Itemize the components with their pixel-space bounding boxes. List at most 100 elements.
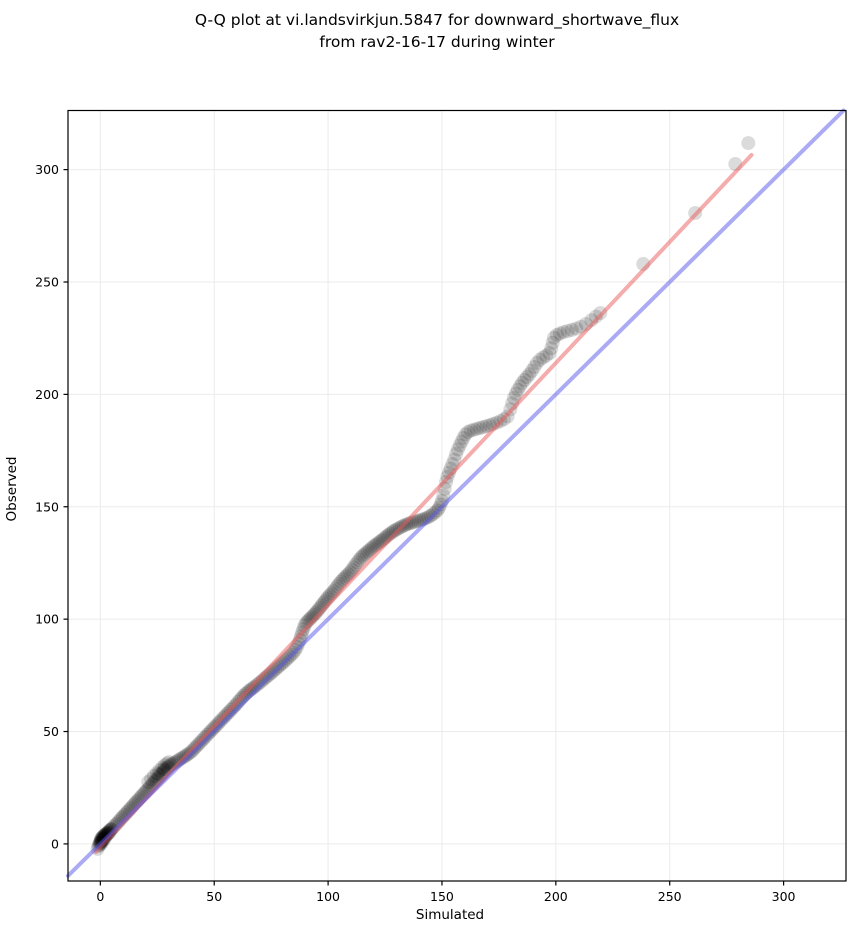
scatter-point: [388, 522, 403, 537]
axis-tick-labels: 0 50 100 150 200 250 300 0 50 100 150 200 250 300: [35, 162, 795, 904]
scatter-point: [361, 544, 376, 558]
scatter-point: [350, 555, 365, 570]
scatter-point: [588, 309, 603, 324]
scatter-point: [353, 550, 368, 565]
scatter-point: [433, 497, 448, 512]
scatter-point: [522, 367, 537, 382]
scatter-point: [542, 346, 557, 361]
scatter-point: [544, 341, 559, 356]
scatter-point: [512, 379, 527, 394]
scatter-point: [146, 769, 161, 783]
scatter-point: [458, 427, 473, 442]
scatter-point: [156, 762, 171, 777]
scatter-point: [569, 321, 584, 336]
scatter-point: [346, 560, 361, 575]
scatter-point: [409, 514, 424, 529]
scatter-point: [144, 772, 159, 787]
scatter-point: [352, 552, 367, 567]
scatter-point: [560, 324, 575, 338]
scatter-point: [149, 766, 164, 781]
scatter-point: [489, 415, 504, 430]
scatter-point: [364, 540, 379, 555]
scatter-point: [357, 547, 372, 562]
scatter-points: [90, 136, 756, 856]
scatter-point: [155, 760, 170, 775]
scatter-point: [421, 510, 436, 525]
scatter-point: [355, 548, 370, 563]
scatter-point: [157, 758, 172, 773]
scatter-point: [476, 420, 491, 434]
scatter-point: [536, 350, 551, 365]
plot-border: [67, 109, 847, 882]
scatter-point: [442, 465, 456, 480]
y-tick-label: 200: [35, 387, 59, 402]
scatter-point: [539, 348, 554, 363]
scatter-point: [366, 539, 381, 554]
scatter-point: [479, 419, 494, 434]
scatter-point: [436, 488, 451, 503]
scatter-point: [519, 370, 534, 385]
chart-title-line1: Q-Q plot at vi.landsvirkjun.5847 for dow…: [195, 11, 679, 30]
y-tick-label: 150: [35, 499, 59, 514]
y-tick-label: 250: [35, 274, 59, 289]
gridlines: [68, 110, 846, 881]
chart-title-line2: from rav2-16-17 during winter: [319, 33, 555, 51]
scatter-point: [348, 557, 363, 572]
scatter-point: [527, 360, 542, 374]
x-tick-label: 100: [316, 889, 340, 904]
scatter-point: [552, 326, 567, 341]
x-tick-label: 250: [658, 889, 682, 904]
scatter-point: [508, 386, 523, 401]
x-tick-label: 300: [772, 889, 796, 904]
fit-line: [93, 153, 754, 854]
scatter-point: [152, 763, 167, 778]
scatter-point: [564, 322, 579, 337]
x-axis-label: Simulated: [416, 907, 484, 923]
scatter-point: [363, 542, 377, 557]
scatter-point: [141, 775, 156, 790]
scatter-point: [466, 422, 481, 437]
scatter-point: [545, 335, 560, 350]
scatter-point: [524, 363, 539, 378]
scatter-point: [359, 545, 374, 560]
scatter-point: [450, 442, 465, 457]
scatter-point: [470, 421, 484, 436]
x-tick-label: 0: [96, 889, 104, 904]
scatter-point: [447, 452, 462, 467]
y-axis-label: Observed: [4, 457, 20, 522]
scatter-point: [454, 434, 469, 449]
y-tick-label: 0: [51, 836, 59, 851]
scatter-point: [460, 425, 475, 440]
x-tick-label: 200: [544, 889, 568, 904]
x-tick-label: 150: [430, 889, 454, 904]
scatter-point: [463, 423, 478, 438]
y-tick-label: 300: [35, 162, 59, 177]
scatter-point: [401, 516, 415, 531]
scatter-point: [556, 325, 571, 340]
scatter-point: [456, 431, 471, 445]
scatter-point: [386, 524, 401, 538]
x-tick-label: 50: [206, 889, 222, 904]
scatter-point: [160, 756, 175, 771]
scatter-point: [452, 438, 467, 453]
scatter-point: [547, 330, 561, 345]
scatter-point: [549, 328, 564, 342]
scatter-point: [515, 375, 530, 390]
scatter-point: [741, 136, 756, 151]
y-tick-label: 50: [43, 724, 59, 739]
scatter-point: [529, 355, 544, 370]
identity-line: [66, 108, 846, 878]
scatter-point: [473, 420, 488, 435]
reference-lines: [66, 108, 846, 878]
axis-ticks: [63, 169, 785, 886]
scatter-point: [510, 382, 525, 397]
scatter-point: [297, 618, 312, 633]
scatter-point: [449, 446, 464, 461]
y-tick-label: 100: [35, 612, 59, 627]
scatter-point: [532, 352, 547, 367]
scatter-point: [162, 755, 177, 770]
scatter-point: [151, 767, 166, 782]
scatter-point: [517, 373, 532, 387]
